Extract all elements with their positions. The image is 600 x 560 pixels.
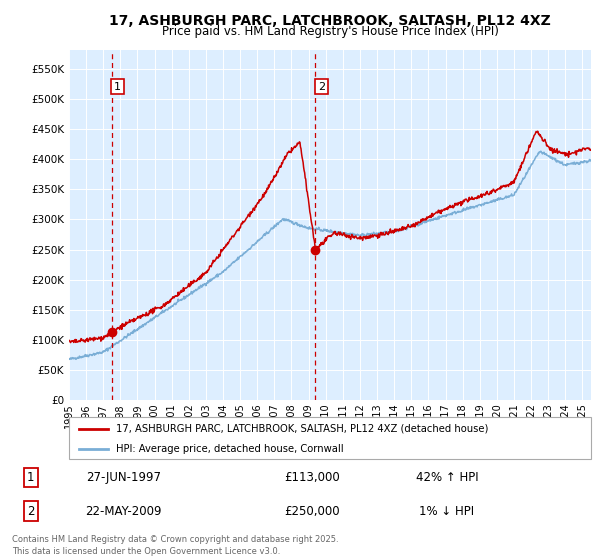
- Text: 42% ↑ HPI: 42% ↑ HPI: [416, 471, 478, 484]
- Text: 1: 1: [27, 471, 34, 484]
- Text: HPI: Average price, detached house, Cornwall: HPI: Average price, detached house, Corn…: [116, 444, 344, 454]
- Text: 17, ASHBURGH PARC, LATCHBROOK, SALTASH, PL12 4XZ (detached house): 17, ASHBURGH PARC, LATCHBROOK, SALTASH, …: [116, 423, 488, 433]
- Text: 1: 1: [114, 82, 121, 92]
- Text: 27-JUN-1997: 27-JUN-1997: [86, 471, 161, 484]
- Text: Price paid vs. HM Land Registry's House Price Index (HPI): Price paid vs. HM Land Registry's House …: [161, 25, 499, 38]
- Text: Contains HM Land Registry data © Crown copyright and database right 2025.
This d: Contains HM Land Registry data © Crown c…: [12, 535, 338, 556]
- Text: 1% ↓ HPI: 1% ↓ HPI: [419, 505, 475, 517]
- Text: 22-MAY-2009: 22-MAY-2009: [85, 505, 162, 517]
- Text: £250,000: £250,000: [284, 505, 340, 517]
- Text: £113,000: £113,000: [284, 471, 340, 484]
- Text: 17, ASHBURGH PARC, LATCHBROOK, SALTASH, PL12 4XZ: 17, ASHBURGH PARC, LATCHBROOK, SALTASH, …: [109, 14, 551, 28]
- Text: 2: 2: [27, 505, 34, 517]
- Text: 2: 2: [318, 82, 325, 92]
